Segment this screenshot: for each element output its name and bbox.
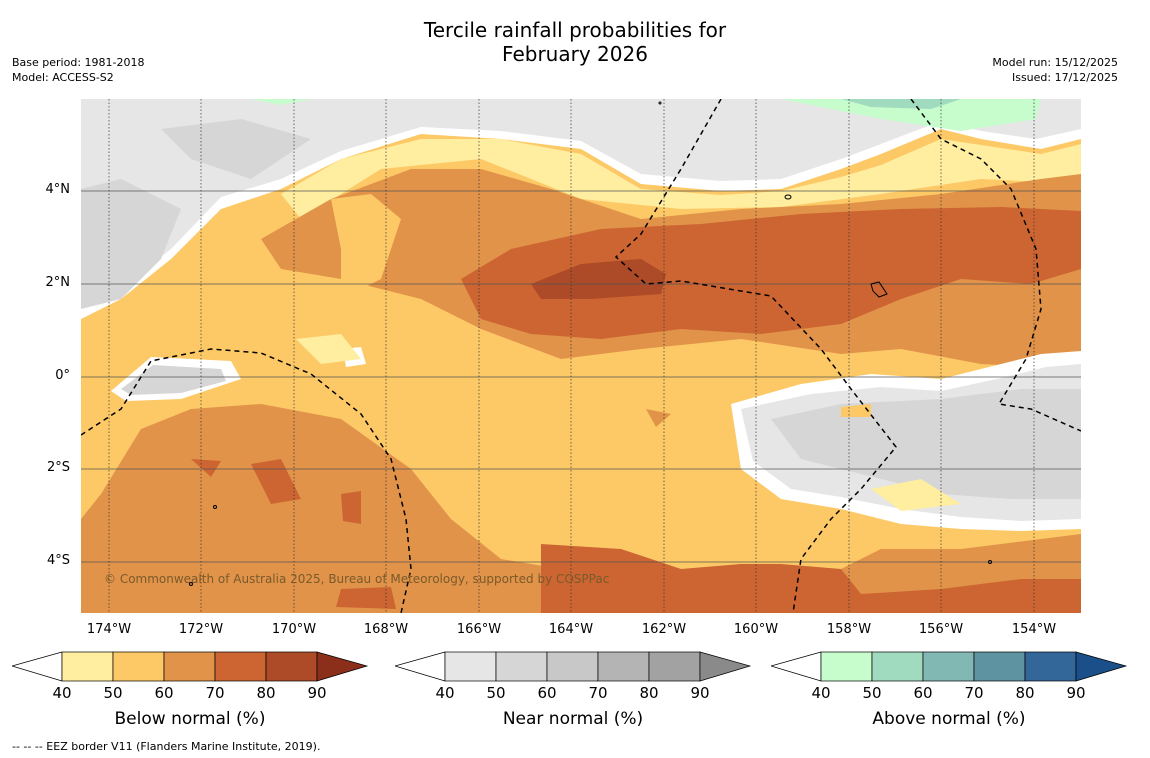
below-70-80-patch-b — [341, 491, 361, 524]
cbar-above-tick-70: 70 — [964, 684, 984, 702]
cbar-above-tick-50: 50 — [862, 684, 882, 702]
below-70-80-patch-d — [336, 587, 396, 609]
model-run: Model run: 15/12/2025 — [992, 56, 1118, 69]
near-normal-north-patch — [161, 119, 311, 179]
above-normal-top — [781, 99, 1041, 131]
cbar-above-seg-4 — [973, 651, 1026, 682]
lat-label-2s: 2°S — [46, 460, 70, 475]
above-normal-top-50 — [841, 99, 961, 109]
lon-label-162w: 162°W — [641, 622, 687, 637]
cbar-above-tick-40: 40 — [811, 684, 831, 702]
cbar-near-seg-1 — [444, 651, 497, 682]
near-normal-west-pocket — [121, 365, 226, 395]
cbar-below-tick-60: 60 — [154, 684, 174, 702]
below-40-50-north — [281, 139, 1081, 219]
colorbar-above-normal — [771, 651, 1128, 682]
below-70-80-south — [541, 544, 1081, 613]
meta-left: Base period: 1981-2018 Model: ACCESS-S2 — [12, 55, 144, 85]
cbar-near-lower-arrow — [395, 651, 446, 682]
cbar-near-tick-90: 90 — [690, 684, 710, 702]
issued-date: Issued: 17/12/2025 — [1011, 71, 1118, 84]
below-50-60-pocket — [331, 194, 401, 299]
lat-label-0: 0° — [55, 368, 70, 383]
cbar-near-upper-arrow — [699, 651, 752, 682]
cbar-above-seg-3 — [922, 651, 975, 682]
cbar-near-tick-40: 40 — [435, 684, 455, 702]
cbar-above-lower-arrow — [771, 651, 822, 682]
copyright-notice: © Commonwealth of Australia 2025, Bureau… — [104, 572, 610, 586]
cbar-above-tick-60: 60 — [913, 684, 933, 702]
cbar-above-upper-arrow — [1075, 651, 1128, 682]
cbar-above-seg-2 — [871, 651, 924, 682]
cbar-below-tick-90: 90 — [307, 684, 327, 702]
lon-label-172w: 172°W — [178, 622, 224, 637]
cbar-below-tick-50: 50 — [103, 684, 123, 702]
rainfall-map: © Commonwealth of Australia 2025, Bureau… — [81, 99, 1081, 613]
cbar-below-tick-80: 80 — [256, 684, 276, 702]
below-70-80-patch-c — [191, 459, 221, 477]
base-period: Base period: 1981-2018 — [12, 56, 145, 69]
cbar-above-tick-90: 90 — [1066, 684, 1086, 702]
meta-right: Model run: 15/12/2025 Issued: 17/12/2025 — [992, 55, 1118, 85]
lat-label-4s: 4°S — [46, 553, 70, 568]
cbar-near-tick-70: 70 — [588, 684, 608, 702]
cbar-above-seg-1 — [820, 651, 873, 682]
cbar-near-seg-4 — [597, 651, 650, 682]
cbar-below-title: Below normal (%) — [114, 709, 266, 729]
lon-label-170w: 170°W — [271, 622, 317, 637]
cbar-near-seg-5 — [648, 651, 701, 682]
page-title: Tercile rainfall probabilities for Febru… — [0, 18, 1150, 66]
below-patch-in-grey — [841, 404, 871, 417]
lon-label-154w: 154°W — [1011, 622, 1057, 637]
cbar-below-lower-arrow — [12, 651, 63, 682]
below-40-50-equator — [296, 334, 361, 364]
lon-gridlines — [108, 99, 1035, 613]
cbar-near-tick-50: 50 — [486, 684, 506, 702]
lat-label-2n: 2°N — [45, 275, 71, 290]
cbar-below-seg-2 — [112, 651, 165, 682]
cbar-near-tick-80: 80 — [639, 684, 659, 702]
cbar-below-seg-5 — [265, 651, 318, 682]
lon-label-174w: 174°W — [86, 622, 132, 637]
below-80-90-core — [531, 259, 666, 299]
eez-borders — [81, 99, 1081, 613]
colorbar-near-normal — [395, 651, 752, 682]
lon-label-160w: 160°W — [733, 622, 779, 637]
near-normal-north — [81, 99, 1081, 309]
cbar-above-seg-5 — [1024, 651, 1077, 682]
title-line-2: February 2026 — [502, 42, 648, 66]
cbar-below-upper-arrow — [316, 651, 369, 682]
cbar-above-title: Above normal (%) — [872, 709, 1026, 729]
lon-label-168w: 168°W — [363, 622, 409, 637]
colorbar-below-normal — [12, 651, 369, 682]
cbar-below-tick-70: 70 — [205, 684, 225, 702]
lon-label-156w: 156°W — [918, 622, 964, 637]
lat-label-4n: 4°N — [45, 182, 71, 197]
cbar-below-seg-1 — [61, 651, 114, 682]
map-svg — [81, 99, 1081, 613]
cbar-above-tick-80: 80 — [1015, 684, 1035, 702]
lat-gridlines — [81, 190, 1081, 563]
cbar-below-tick-40: 40 — [52, 684, 72, 702]
cbar-below-seg-3 — [163, 651, 216, 682]
cbar-below-seg-4 — [214, 651, 267, 682]
below-70-80-patch-a — [251, 459, 301, 504]
below-70-80-band — [461, 207, 1081, 339]
cbar-near-seg-3 — [546, 651, 599, 682]
cbar-near-tick-60: 60 — [537, 684, 557, 702]
lon-label-164w: 164°W — [548, 622, 594, 637]
islands — [189, 101, 992, 586]
below-40-50-south-east — [871, 479, 961, 511]
title-line-1: Tercile rainfall probabilities for — [423, 18, 727, 42]
near-normal-north-darker — [81, 179, 181, 309]
cbar-near-seg-2 — [495, 651, 548, 682]
eez-footnote: -- -- -- EEZ border V11 (Flanders Marine… — [12, 740, 321, 753]
above-normal-top-left — [251, 99, 311, 105]
model-name: Model: ACCESS-S2 — [12, 71, 114, 84]
lon-label-158w: 158°W — [826, 622, 872, 637]
lon-label-166w: 166°W — [456, 622, 502, 637]
below-60-70-south — [81, 404, 1081, 613]
below-60-70-dot — [646, 409, 671, 427]
cbar-near-title: Near normal (%) — [502, 709, 644, 729]
